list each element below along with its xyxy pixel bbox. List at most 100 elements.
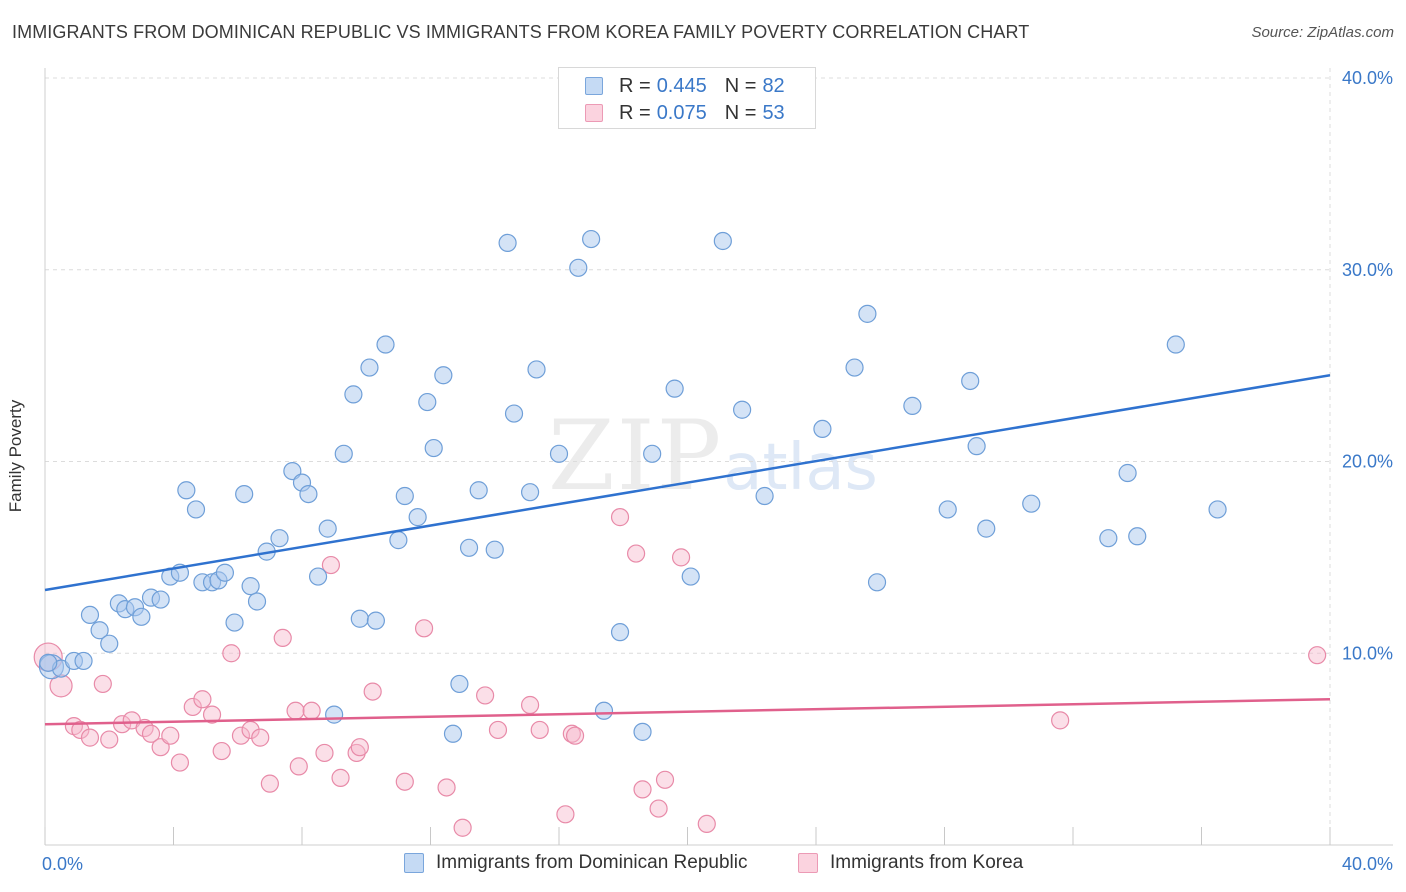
dominican-point bbox=[350, 609, 369, 628]
dominican-point bbox=[344, 385, 363, 404]
trend-line-korea bbox=[44, 698, 1331, 726]
dominican-point bbox=[270, 529, 289, 548]
korea-point bbox=[565, 726, 585, 745]
korea-point bbox=[350, 738, 369, 757]
korea-point bbox=[530, 720, 549, 740]
source-credit: Source: ZipAtlas.com bbox=[1251, 24, 1394, 41]
dominican-point bbox=[867, 573, 887, 592]
korea-point bbox=[488, 720, 508, 740]
dominican-point bbox=[713, 231, 732, 251]
dominican-point bbox=[633, 722, 652, 741]
dominican-point bbox=[100, 634, 119, 653]
korea-point bbox=[71, 720, 90, 740]
y-tick-label: 20.0% bbox=[1342, 452, 1393, 472]
trend-lines bbox=[44, 373, 1331, 726]
korea-point bbox=[697, 814, 716, 834]
korea-point bbox=[112, 715, 132, 734]
series-name-korea: Immigrants from Korea bbox=[830, 852, 1024, 873]
korea-point bbox=[302, 701, 321, 720]
korea-point bbox=[395, 772, 414, 791]
korea-point bbox=[100, 730, 119, 749]
legend-swatch-dominican bbox=[585, 77, 603, 95]
dominican-point bbox=[450, 674, 469, 694]
legend-n-label: N = bbox=[724, 74, 757, 97]
legend-r-value: 0.075 bbox=[656, 101, 707, 124]
dominican-point bbox=[74, 651, 93, 671]
x-tick-label: 40.0% bbox=[1342, 854, 1393, 874]
korea-point bbox=[212, 741, 231, 761]
dominican-point bbox=[813, 419, 832, 439]
dominican-point bbox=[308, 567, 328, 586]
korea-point bbox=[633, 780, 652, 799]
watermark: ZIPatlas bbox=[548, 400, 878, 512]
legend-r-value: 0.445 bbox=[656, 74, 707, 97]
korea-point bbox=[222, 644, 241, 663]
dominican-points bbox=[38, 229, 1227, 743]
stats-legend: R = 0.445 N = 82 R = 0.075 N = 53 bbox=[558, 67, 816, 129]
korea-point bbox=[231, 726, 251, 745]
dominican-point bbox=[967, 437, 986, 456]
dominican-point bbox=[582, 229, 601, 249]
dominican-point bbox=[938, 500, 957, 519]
dominican-point bbox=[434, 366, 453, 385]
korea-point bbox=[93, 674, 112, 694]
dominican-point bbox=[177, 481, 196, 500]
dominican-point bbox=[225, 613, 244, 632]
dominican-point bbox=[376, 335, 395, 354]
korea-point bbox=[141, 724, 161, 743]
dominican-point bbox=[151, 590, 170, 609]
dominican-point bbox=[186, 500, 206, 519]
dominican-point bbox=[132, 607, 151, 626]
dominican-point bbox=[299, 484, 318, 504]
series-swatch-dominican bbox=[404, 853, 424, 873]
dominican-point bbox=[459, 538, 479, 557]
axes bbox=[44, 68, 1393, 846]
korea-point bbox=[556, 805, 575, 824]
dominican-point bbox=[360, 358, 379, 377]
korea-point bbox=[437, 778, 456, 797]
dominican-point bbox=[977, 519, 996, 538]
series-name-dominican: Immigrants from Dominican Republic bbox=[436, 852, 748, 873]
legend-n-value: 82 bbox=[762, 74, 785, 97]
legend-n-value: 53 bbox=[762, 101, 785, 124]
dominican-point bbox=[418, 392, 437, 412]
chart-title: IMMIGRANTS FROM DOMINICAN REPUBLIC VS IM… bbox=[12, 22, 1030, 42]
korea-points bbox=[33, 508, 1327, 837]
tick-labels: 10.0% 20.0% 30.0% 40.0% 0.0% 40.0% bbox=[42, 68, 1393, 874]
dominican-point bbox=[485, 540, 504, 559]
legend-r-label: R = bbox=[619, 101, 651, 124]
korea-point bbox=[251, 728, 270, 747]
dominican-point bbox=[569, 258, 588, 277]
series-legend-dominican: Immigrants from Dominican Republic bbox=[404, 852, 748, 874]
dominican-point bbox=[903, 396, 922, 415]
korea-point bbox=[476, 686, 495, 705]
dominican-point bbox=[408, 508, 427, 527]
dominican-point bbox=[39, 653, 58, 672]
korea-point bbox=[193, 690, 212, 709]
korea-point bbox=[655, 770, 675, 789]
dominican-point bbox=[665, 379, 684, 398]
korea-point bbox=[649, 799, 668, 818]
korea-point bbox=[202, 705, 222, 724]
x-tick-label: 0.0% bbox=[42, 854, 83, 874]
dominican-point bbox=[1118, 463, 1137, 483]
dominican-point bbox=[318, 519, 337, 538]
dominican-point bbox=[520, 483, 540, 502]
dominican-point bbox=[366, 611, 385, 630]
dominican-point bbox=[504, 404, 524, 423]
dominican-point bbox=[325, 705, 344, 724]
korea-point bbox=[671, 548, 691, 567]
dominican-point bbox=[1208, 500, 1227, 519]
legend-r-label: R = bbox=[619, 74, 651, 97]
dominican-point bbox=[858, 304, 877, 323]
korea-point bbox=[170, 753, 190, 772]
dominican-point bbox=[424, 438, 443, 458]
korea-point bbox=[347, 743, 366, 763]
dominican-point bbox=[90, 621, 109, 640]
dominican-point bbox=[845, 358, 864, 377]
korea-point bbox=[453, 818, 472, 837]
dominican-point bbox=[755, 486, 774, 506]
dominican-point bbox=[1022, 494, 1041, 513]
series-legend-korea: Immigrants from Korea bbox=[798, 852, 1023, 874]
